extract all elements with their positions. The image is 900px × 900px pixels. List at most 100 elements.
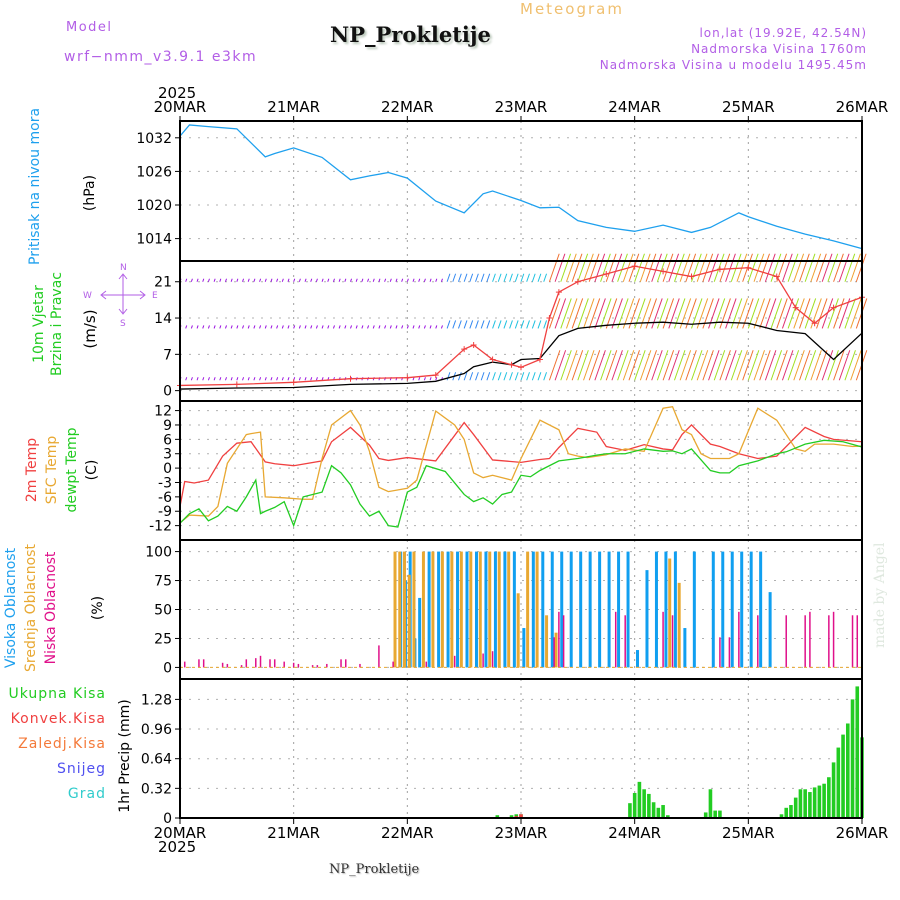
wind-arrow	[804, 298, 817, 329]
wind-arrow	[554, 298, 567, 329]
cloud-bar	[340, 659, 342, 668]
wind-arrow	[827, 298, 839, 329]
cloud-bar	[359, 663, 361, 668]
cloud-bar	[636, 650, 640, 668]
wind-arrow	[651, 298, 663, 329]
cloud-bar	[721, 551, 725, 668]
panel-cloud_cover: 100 75 50 25 0	[145, 539, 863, 680]
wind-arrow	[480, 320, 485, 329]
wind-arrow	[583, 298, 595, 329]
cloud-bar	[493, 551, 497, 668]
wind-arrow	[696, 253, 708, 282]
gust-marker	[574, 278, 581, 285]
cloud-bar	[283, 661, 285, 668]
wind-arrow	[281, 377, 284, 381]
precip-bar	[845, 723, 850, 818]
precip-bar	[798, 789, 803, 818]
xtick-label-bottom: 23MAR	[495, 824, 548, 842]
cloud-bar	[851, 615, 854, 668]
cloud-bar	[856, 615, 859, 668]
ytick-label: 0.32	[141, 781, 172, 797]
wind-arrow	[475, 372, 479, 381]
wind-arrow	[543, 320, 548, 329]
cloud-bar	[545, 615, 549, 668]
gust-marker	[489, 356, 496, 363]
wind-arrow	[264, 377, 267, 381]
wind-arrow	[759, 253, 770, 282]
wind-arrow	[554, 350, 567, 381]
wind-arrow	[332, 325, 335, 329]
gust-marker	[555, 289, 562, 296]
wind-arrow	[310, 377, 313, 381]
gust-marker	[290, 379, 297, 386]
wind-arrow	[764, 253, 776, 282]
wind-arrow	[435, 325, 438, 329]
wind-arrow	[719, 298, 731, 329]
cloud-bar	[558, 611, 560, 668]
ytick-label: 0.64	[141, 752, 172, 768]
wind-arrow	[685, 253, 697, 282]
wind-arrow	[816, 298, 828, 329]
wind-arrow	[656, 298, 669, 329]
cloud-bar	[450, 551, 454, 668]
wind-arrow	[440, 325, 443, 329]
wind-arrow	[230, 377, 233, 381]
cloud-bar	[553, 637, 555, 668]
cloud-bar	[664, 551, 668, 668]
wind-arrow	[668, 253, 680, 282]
wind-arrow	[446, 273, 451, 282]
cloud-bar	[588, 551, 592, 668]
wind-arrow	[617, 253, 628, 282]
wind-arrow	[725, 350, 737, 381]
wind-arrow	[429, 278, 432, 282]
cloud-bar	[427, 551, 431, 668]
wind-arrow	[304, 278, 307, 282]
xtick-label-bottom: 24MAR	[608, 824, 661, 842]
wind-arrow	[486, 273, 491, 282]
cloud-bar	[425, 661, 428, 668]
compass-rose-icon: N S W E	[83, 263, 158, 328]
wind-arrow	[236, 278, 239, 282]
wind-arrow	[531, 273, 536, 282]
wind-arrow	[554, 253, 566, 282]
precip-bar	[519, 814, 523, 818]
cloud-bar	[719, 637, 721, 668]
wind-arrow	[611, 298, 623, 329]
wind-arrow	[611, 350, 623, 381]
wind-arrow	[196, 377, 199, 381]
cloud-bar	[673, 551, 677, 668]
wind-arrow	[190, 377, 193, 381]
wind-arrow	[770, 350, 783, 381]
precip-bar	[509, 815, 514, 818]
wind-arrow	[662, 298, 675, 329]
wind-arrow	[753, 298, 765, 329]
gust-marker	[792, 304, 799, 311]
cloud-bar	[202, 659, 205, 668]
wind-arrow	[747, 253, 759, 282]
wind-arrow	[537, 273, 542, 282]
wind-arrow	[196, 325, 199, 329]
wind-arrow	[242, 278, 245, 282]
wind-arrow	[605, 350, 618, 381]
gust-marker	[546, 315, 553, 322]
wind-arrow	[429, 325, 432, 329]
wind-arrow	[725, 298, 737, 329]
wind-arrow	[230, 325, 233, 329]
wind-arrow	[691, 253, 702, 282]
wind-arrow	[338, 278, 341, 282]
cloud-bar	[683, 628, 687, 668]
wind-arrow	[810, 298, 822, 329]
wind-arrow	[230, 278, 233, 282]
ytick-label: 14	[154, 311, 172, 327]
compass-s: S	[120, 319, 126, 328]
page-title: NP_Prokletije	[330, 22, 491, 47]
model-elevation-text: Nadmorska Visina u modelu 1495.45m	[599, 58, 867, 72]
wind-arrow	[185, 278, 188, 282]
wind-arrow	[850, 253, 861, 282]
precip-bar	[656, 807, 661, 818]
wind-arrow	[412, 278, 415, 282]
wind-arrow	[509, 273, 513, 282]
precip-bar	[831, 762, 836, 818]
wind-arrow	[651, 253, 662, 282]
